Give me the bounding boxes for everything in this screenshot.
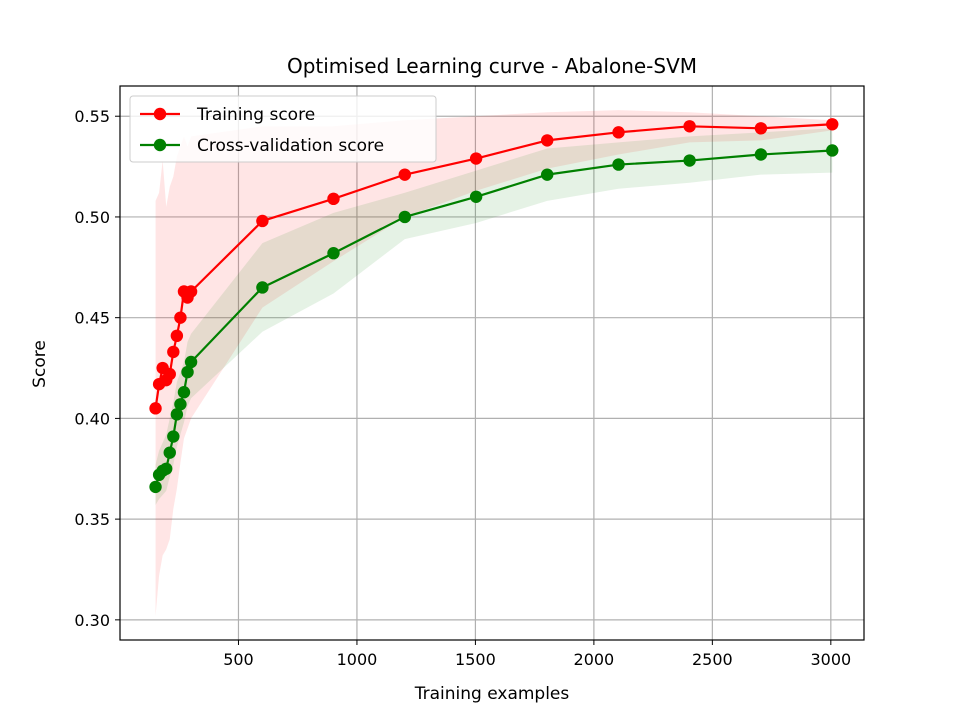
legend-box <box>129 95 437 163</box>
y-tick-label: 0.50 <box>74 208 110 227</box>
x-axis-ticks: 500 1000 1500 2000 2500 3000 <box>223 640 851 669</box>
data-point <box>683 154 696 167</box>
y-axis-ticks: 0.30 0.35 0.40 0.45 0.50 0.55 <box>74 107 120 630</box>
y-tick-label: 0.35 <box>74 510 110 529</box>
y-axis-label: Score <box>30 340 50 388</box>
data-point <box>826 144 839 157</box>
plot-frame <box>119 85 865 641</box>
data-point <box>170 329 184 343</box>
data-point <box>160 462 173 475</box>
data-point <box>398 210 412 224</box>
data-point <box>754 148 768 161</box>
data-point <box>612 126 625 139</box>
data-point <box>327 192 340 206</box>
data-point <box>469 190 483 203</box>
data-point <box>256 214 269 228</box>
data-point <box>398 168 412 181</box>
data-point <box>184 285 198 298</box>
y-tick-label: 0.55 <box>74 107 110 126</box>
x-tick-label: 1500 <box>455 650 496 669</box>
legend-marker <box>153 138 167 152</box>
legend-label: Cross-validation score <box>197 136 384 156</box>
x-tick-label: 3000 <box>810 650 851 669</box>
x-tick-label: 1000 <box>337 650 378 669</box>
data-point <box>256 281 269 294</box>
confidence-band-0 <box>155 110 833 616</box>
data-point <box>327 247 340 260</box>
data-point <box>184 355 198 369</box>
series-points <box>149 118 839 494</box>
data-point <box>167 345 180 359</box>
data-point <box>174 398 187 411</box>
data-point <box>683 120 696 133</box>
data-point <box>149 402 162 415</box>
data-point <box>469 152 483 165</box>
confidence-bands <box>155 110 833 616</box>
data-point <box>149 480 162 494</box>
chart-title: Optimised Learning curve - Abalone-SVM <box>287 54 697 78</box>
x-tick-label: 2000 <box>574 650 615 669</box>
legend: Training score Cross-validation score <box>129 95 437 163</box>
y-tick-label: 0.40 <box>74 409 110 428</box>
data-point <box>174 311 187 324</box>
y-tick-label: 0.45 <box>74 309 110 328</box>
data-point <box>612 158 625 171</box>
grid <box>120 86 864 640</box>
data-point <box>181 365 194 379</box>
x-axis-label: Training examples <box>414 684 570 704</box>
data-point <box>541 168 554 181</box>
confidence-band-1 <box>155 128 833 506</box>
data-point <box>163 367 176 381</box>
x-tick-label: 500 <box>223 650 254 669</box>
y-tick-label: 0.30 <box>74 611 110 630</box>
data-point <box>754 122 768 135</box>
data-point <box>826 118 839 131</box>
data-point <box>541 134 554 147</box>
data-point <box>177 386 191 399</box>
legend-label: Training score <box>196 105 315 125</box>
data-point <box>163 446 176 459</box>
data-point <box>170 408 184 421</box>
x-tick-label: 2500 <box>692 650 733 669</box>
legend-marker <box>153 107 167 121</box>
data-point <box>167 430 180 443</box>
